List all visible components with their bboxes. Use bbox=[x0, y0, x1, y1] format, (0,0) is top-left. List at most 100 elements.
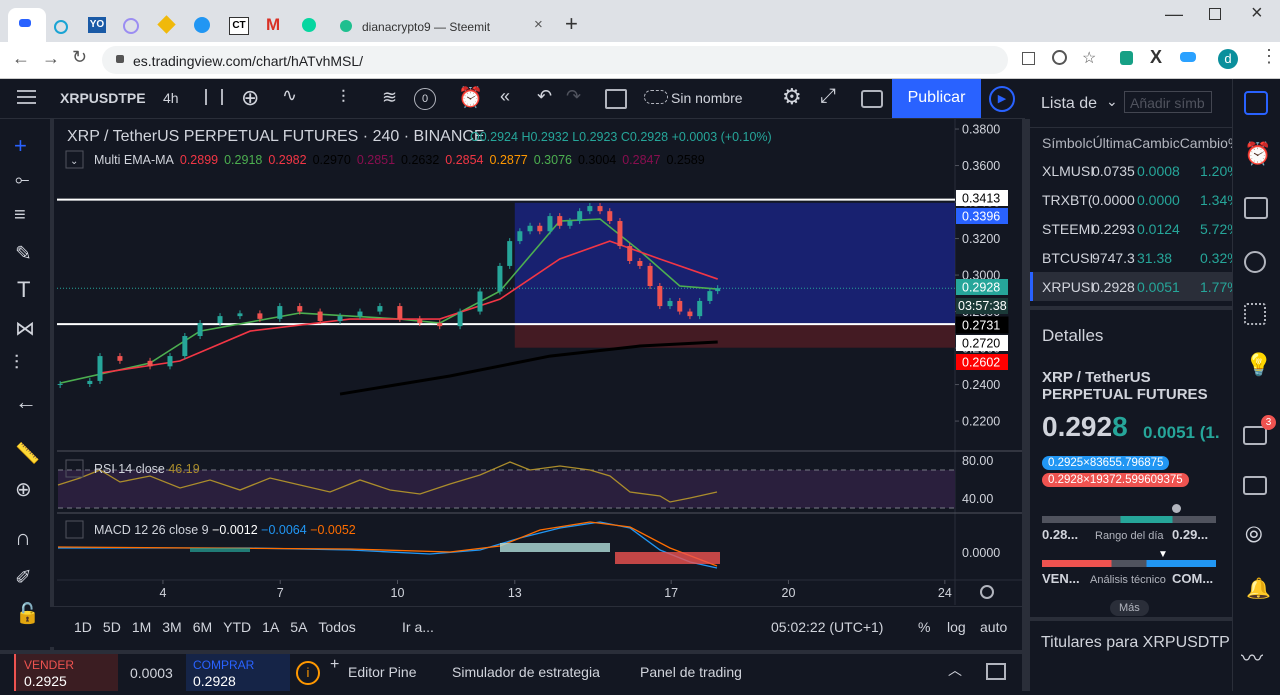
more-button[interactable]: Más bbox=[1110, 600, 1149, 616]
url[interactable]: es.tradingview.com/chart/hATvhMSL/ bbox=[133, 53, 364, 69]
magnet[interactable]: ∩ bbox=[15, 525, 31, 550]
url-field[interactable] bbox=[102, 46, 1008, 74]
maximize[interactable] bbox=[1209, 8, 1221, 20]
line-tool[interactable]: ⟜ bbox=[15, 169, 30, 189]
tab-title[interactable]: dianacrypto9 — Steemit bbox=[362, 20, 491, 34]
tab-icon[interactable] bbox=[302, 18, 316, 32]
forward[interactable]: → bbox=[42, 48, 60, 68]
fib-tool[interactable]: ≡ bbox=[14, 204, 26, 226]
ext-icon[interactable] bbox=[1120, 51, 1133, 65]
range-button[interactable]: 1A bbox=[262, 619, 280, 635]
bottom-tab[interactable]: Editor Pine bbox=[348, 664, 417, 680]
watchlist-row[interactable]: TRXBT(0.0000 0.0000 1.34% bbox=[1030, 185, 1240, 214]
collapse-button[interactable] bbox=[65, 150, 84, 169]
calendar[interactable] bbox=[1244, 303, 1266, 325]
watchlist-row[interactable]: XRPUSI 0.2928 0.0051 1.77% bbox=[1030, 272, 1240, 301]
strategies[interactable]: ≋ bbox=[382, 87, 398, 107]
back[interactable]: ← bbox=[12, 48, 30, 68]
tab-close[interactable]: × bbox=[534, 16, 543, 33]
brush[interactable]: ✎ bbox=[15, 243, 32, 265]
templates[interactable]: ⫶ bbox=[341, 87, 346, 107]
tab-icon[interactable] bbox=[194, 17, 210, 33]
back-icon[interactable]: ← bbox=[15, 389, 37, 414]
profile[interactable]: d bbox=[1218, 49, 1238, 69]
range-button[interactable]: 3M bbox=[162, 619, 182, 635]
messages[interactable] bbox=[1243, 476, 1267, 495]
log[interactable]: log bbox=[947, 619, 966, 635]
axis-settings[interactable] bbox=[980, 585, 994, 599]
expand[interactable]: + bbox=[330, 656, 340, 673]
watchlist-icon[interactable] bbox=[1244, 91, 1268, 115]
reload[interactable]: ↻ bbox=[72, 47, 88, 67]
chart-type[interactable] bbox=[205, 89, 223, 105]
ideas[interactable]: 💡 bbox=[1245, 352, 1273, 377]
watchlist-title[interactable]: Lista de bbox=[1041, 95, 1098, 112]
replay[interactable]: « bbox=[500, 86, 511, 106]
tab-icon[interactable] bbox=[123, 18, 139, 34]
range-button[interactable]: YTD bbox=[223, 619, 252, 635]
info-icon[interactable]: i bbox=[296, 661, 320, 685]
range-button[interactable]: 6M bbox=[192, 619, 213, 635]
settings[interactable]: ⚙ bbox=[782, 84, 802, 109]
crosshair[interactable]: + bbox=[14, 133, 27, 158]
support[interactable]: ⦾ bbox=[1245, 522, 1263, 547]
collapse-button[interactable] bbox=[65, 459, 84, 478]
menu[interactable]: ⋮ bbox=[1260, 46, 1278, 66]
collapse-button[interactable] bbox=[65, 520, 84, 539]
measure[interactable]: 📏 bbox=[15, 443, 40, 465]
symbol[interactable]: XRPUSDTPE bbox=[60, 90, 146, 106]
sell-button[interactable]: VENDER 0.2925 bbox=[14, 654, 118, 691]
compare[interactable]: ∿ bbox=[282, 85, 298, 105]
indicators[interactable]: ⊕ bbox=[241, 85, 260, 110]
new-tab[interactable]: + bbox=[565, 11, 578, 36]
lock[interactable]: 🔓 bbox=[15, 603, 40, 625]
ext-icon[interactable]: X bbox=[1150, 47, 1163, 67]
hotlists[interactable] bbox=[1244, 251, 1266, 273]
lock-drawings[interactable]: ✐ bbox=[15, 567, 32, 589]
range-button[interactable]: 5D bbox=[102, 619, 121, 635]
range-button[interactable]: Todos bbox=[318, 619, 356, 635]
interval[interactable]: 4h bbox=[163, 90, 179, 106]
bottom-tab[interactable]: Simulador de estrategia bbox=[452, 664, 600, 680]
close-window[interactable]: × bbox=[1251, 2, 1263, 24]
fullscreen[interactable]: ⤢ bbox=[820, 85, 836, 107]
menu-icon[interactable] bbox=[17, 90, 36, 92]
layout-name[interactable]: Sin nombre bbox=[671, 90, 743, 106]
add-symbol[interactable]: Añadir símb bbox=[1124, 91, 1212, 113]
data-window[interactable] bbox=[1244, 197, 1268, 219]
alert[interactable]: ⏰ bbox=[458, 87, 483, 109]
tab-icon[interactable]: YO bbox=[88, 17, 106, 33]
chat[interactable] bbox=[1243, 426, 1267, 445]
ext-icon[interactable] bbox=[1180, 52, 1196, 62]
watchlist-row[interactable]: BTCUSI 9747.3 31.38 0.32% bbox=[1030, 243, 1240, 272]
prediction-tool[interactable]: ⫶ bbox=[14, 352, 19, 374]
collapse[interactable]: ︿ bbox=[948, 662, 962, 678]
publish-button[interactable]: Publicar bbox=[892, 79, 981, 118]
undo[interactable]: ↶ bbox=[537, 86, 553, 106]
buy-button[interactable]: COMPRAR 0.2928 bbox=[186, 654, 290, 691]
tab-icon[interactable] bbox=[54, 20, 68, 34]
news-title[interactable]: Titulares para XRPUSDTP bbox=[1041, 634, 1230, 651]
pattern-tool[interactable]: ⋈ bbox=[15, 318, 35, 340]
alerts-icon[interactable]: ⏰ bbox=[1244, 141, 1272, 166]
ext-icon[interactable] bbox=[1022, 52, 1035, 65]
goto[interactable]: Ir a... bbox=[402, 619, 434, 635]
tab-icon[interactable]: CT bbox=[229, 17, 249, 35]
screenshot[interactable] bbox=[861, 90, 883, 108]
layout[interactable] bbox=[605, 89, 627, 109]
minimize[interactable]: — bbox=[1165, 4, 1183, 24]
play-button[interactable]: ▶ bbox=[989, 86, 1015, 112]
range-button[interactable]: 1M bbox=[131, 619, 152, 635]
bottom-tab[interactable]: Panel de trading bbox=[640, 664, 742, 680]
range-button[interactable]: 5A bbox=[290, 619, 308, 635]
text-tool[interactable]: T bbox=[17, 277, 31, 302]
ticker-tape[interactable]: 〰 bbox=[1241, 646, 1264, 671]
bookmark[interactable]: ☆ bbox=[1082, 50, 1097, 67]
watchlist-row[interactable]: STEEMI 0.2293 0.0124 5.72% bbox=[1030, 214, 1240, 243]
zoom-icon[interactable] bbox=[1052, 50, 1067, 65]
collapse-icon[interactable]: ⌄ bbox=[70, 156, 78, 167]
percent[interactable]: % bbox=[918, 619, 931, 635]
notifications[interactable]: 🔔 bbox=[1246, 578, 1271, 600]
zoom[interactable]: ⊕ bbox=[15, 479, 32, 501]
tab-icon[interactable]: M bbox=[266, 15, 281, 34]
